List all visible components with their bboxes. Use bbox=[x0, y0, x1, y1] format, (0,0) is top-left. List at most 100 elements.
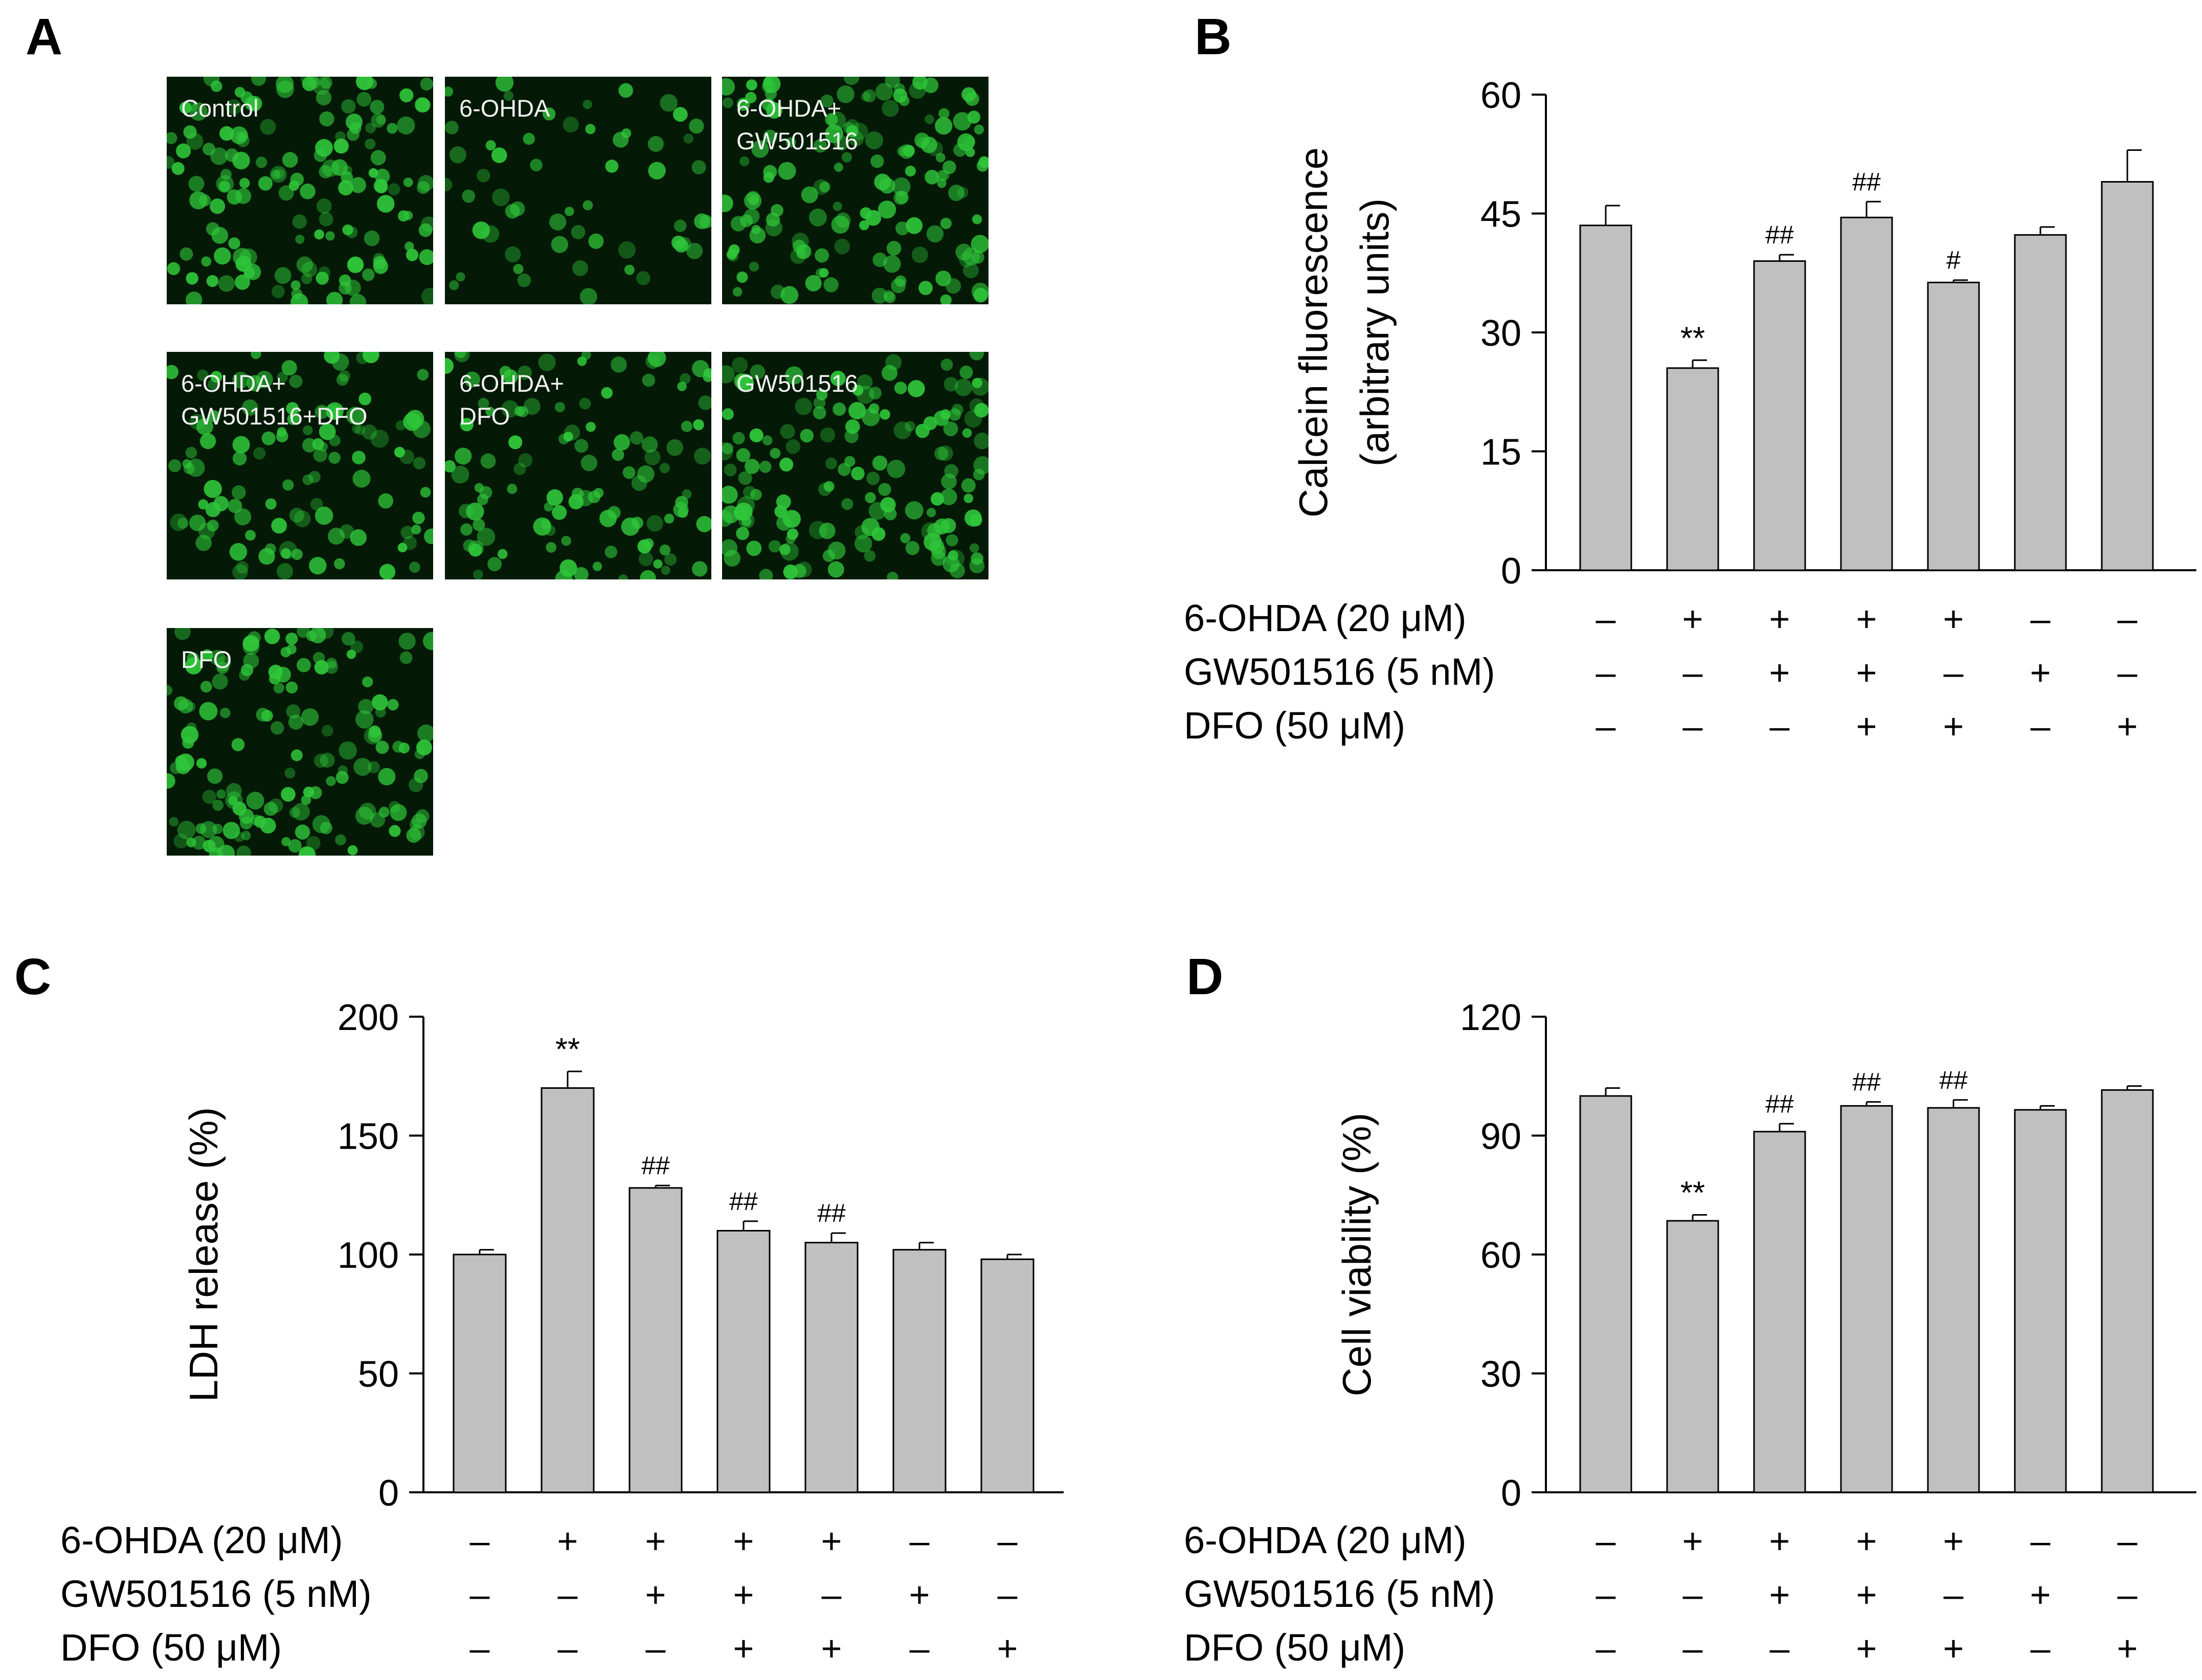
fluorescent-cell bbox=[946, 534, 958, 547]
micrograph-tile: DFO bbox=[167, 628, 433, 856]
fluorescent-cell bbox=[892, 177, 911, 196]
fluorescent-cell bbox=[883, 290, 894, 301]
fluorescent-cell bbox=[887, 459, 906, 478]
fluorescent-cell bbox=[785, 439, 801, 454]
fluorescent-cell bbox=[254, 815, 266, 828]
fluorescent-cell bbox=[845, 119, 859, 133]
fluorescent-cell bbox=[234, 508, 252, 526]
fluorescent-cell bbox=[204, 480, 222, 498]
fluorescent-cell bbox=[350, 640, 363, 654]
fluorescent-cell bbox=[825, 113, 838, 126]
fluorescent-cell bbox=[328, 527, 345, 545]
fluorescent-cell bbox=[319, 212, 333, 227]
fluorescent-cell bbox=[563, 117, 579, 133]
cell-fluorescence-image bbox=[722, 352, 988, 579]
fluorescent-cell bbox=[780, 286, 799, 304]
fluorescent-cell bbox=[244, 263, 261, 280]
fluorescent-cell bbox=[390, 804, 407, 821]
fluorescent-cell bbox=[314, 660, 329, 675]
fluorescent-cell bbox=[572, 260, 589, 276]
fluorescent-cell bbox=[271, 170, 281, 180]
micrograph-label: 6-OHDA+ GW501516 bbox=[736, 95, 858, 154]
fluorescent-cell bbox=[188, 175, 205, 192]
fluorescent-cell bbox=[833, 402, 846, 416]
fluorescent-cell bbox=[201, 256, 212, 267]
fluorescent-cell bbox=[210, 147, 228, 165]
fluorescent-cell bbox=[347, 256, 364, 273]
fluorescent-cell bbox=[329, 435, 341, 446]
fluorescent-cell bbox=[203, 77, 220, 86]
fluorescent-cell bbox=[346, 649, 356, 659]
fluorescent-cell bbox=[236, 561, 249, 574]
fluorescent-cell bbox=[505, 246, 521, 263]
fluorescent-cell bbox=[389, 825, 401, 837]
fluorescent-cell bbox=[495, 77, 514, 92]
fluorescent-cell bbox=[239, 177, 250, 189]
fluorescent-cell bbox=[942, 160, 956, 174]
fluorescent-cell bbox=[467, 540, 484, 556]
fluorescent-cell bbox=[868, 403, 880, 414]
fluorescent-cell bbox=[581, 352, 591, 360]
fluorescent-cell bbox=[776, 515, 792, 531]
fluorescent-cell bbox=[313, 753, 328, 768]
fluorescent-cell bbox=[541, 519, 551, 529]
fluorescent-cell bbox=[189, 514, 206, 531]
fluorescent-cell bbox=[179, 247, 193, 261]
fluorescent-cell bbox=[673, 107, 688, 122]
fluorescent-cell bbox=[517, 273, 531, 287]
y-axis-label-units: (arbitrary units) bbox=[1352, 198, 1397, 466]
fluorescent-cell bbox=[472, 221, 490, 239]
fluorescent-cell bbox=[335, 131, 346, 142]
cell-fluorescence-image bbox=[445, 77, 711, 304]
fluorescent-cell bbox=[309, 556, 327, 575]
fluorescent-cell bbox=[232, 485, 246, 500]
cell-fluorescence-image bbox=[167, 77, 433, 304]
fluorescent-cell bbox=[234, 832, 244, 842]
fluorescent-cell bbox=[937, 178, 947, 188]
fluorescent-cell bbox=[255, 371, 273, 389]
fluorescent-cell bbox=[212, 674, 228, 690]
fluorescent-cell bbox=[940, 294, 952, 304]
significance-hash-label: ## bbox=[1852, 167, 1881, 196]
fluorescent-cell bbox=[574, 439, 589, 453]
fluorescent-cell bbox=[196, 418, 213, 435]
treatment-sign: – bbox=[1683, 653, 1703, 692]
fluorescent-cell bbox=[281, 837, 291, 846]
fluorescent-cell bbox=[421, 287, 433, 304]
fluorescent-cell bbox=[674, 219, 687, 232]
fluorescent-cell bbox=[414, 769, 428, 783]
fluorescent-cell bbox=[736, 98, 750, 111]
fluorescent-cell bbox=[274, 169, 285, 179]
fluorescent-cell bbox=[167, 156, 175, 169]
fluorescent-cell bbox=[950, 563, 965, 578]
fluorescent-cell bbox=[660, 94, 678, 112]
fluorescent-cell bbox=[618, 241, 636, 259]
fluorescent-cell bbox=[880, 409, 890, 420]
treatment-sign: – bbox=[1683, 706, 1703, 746]
fluorescent-cell bbox=[513, 463, 526, 475]
fluorescent-cell bbox=[175, 755, 187, 767]
fluorescent-cell bbox=[734, 373, 750, 389]
fluorescent-cell bbox=[778, 162, 796, 180]
fluorescent-cell bbox=[284, 768, 296, 779]
treatment-sign: – bbox=[1596, 706, 1616, 746]
fluorescent-cell bbox=[350, 177, 366, 193]
fluorescent-cell bbox=[341, 99, 356, 114]
fluorescent-cell bbox=[319, 423, 336, 440]
fluorescent-cell bbox=[972, 214, 982, 225]
fluorescent-cell bbox=[898, 95, 910, 106]
fluorescent-cell bbox=[955, 243, 973, 261]
bar bbox=[1666, 367, 1719, 571]
treatment-sign: – bbox=[2118, 653, 2138, 692]
cell-fluorescence-image bbox=[167, 628, 433, 856]
fluorescent-cell bbox=[882, 365, 897, 381]
cell-fluorescence-image bbox=[167, 352, 433, 579]
fluorescent-cell bbox=[973, 468, 985, 481]
fluorescent-cell bbox=[961, 87, 976, 102]
fluorescent-cell bbox=[292, 214, 307, 229]
fluorescent-cell bbox=[640, 570, 656, 579]
fluorescent-cell bbox=[899, 144, 914, 159]
fluorescent-cell bbox=[971, 235, 988, 253]
fluorescent-cell bbox=[749, 227, 766, 244]
